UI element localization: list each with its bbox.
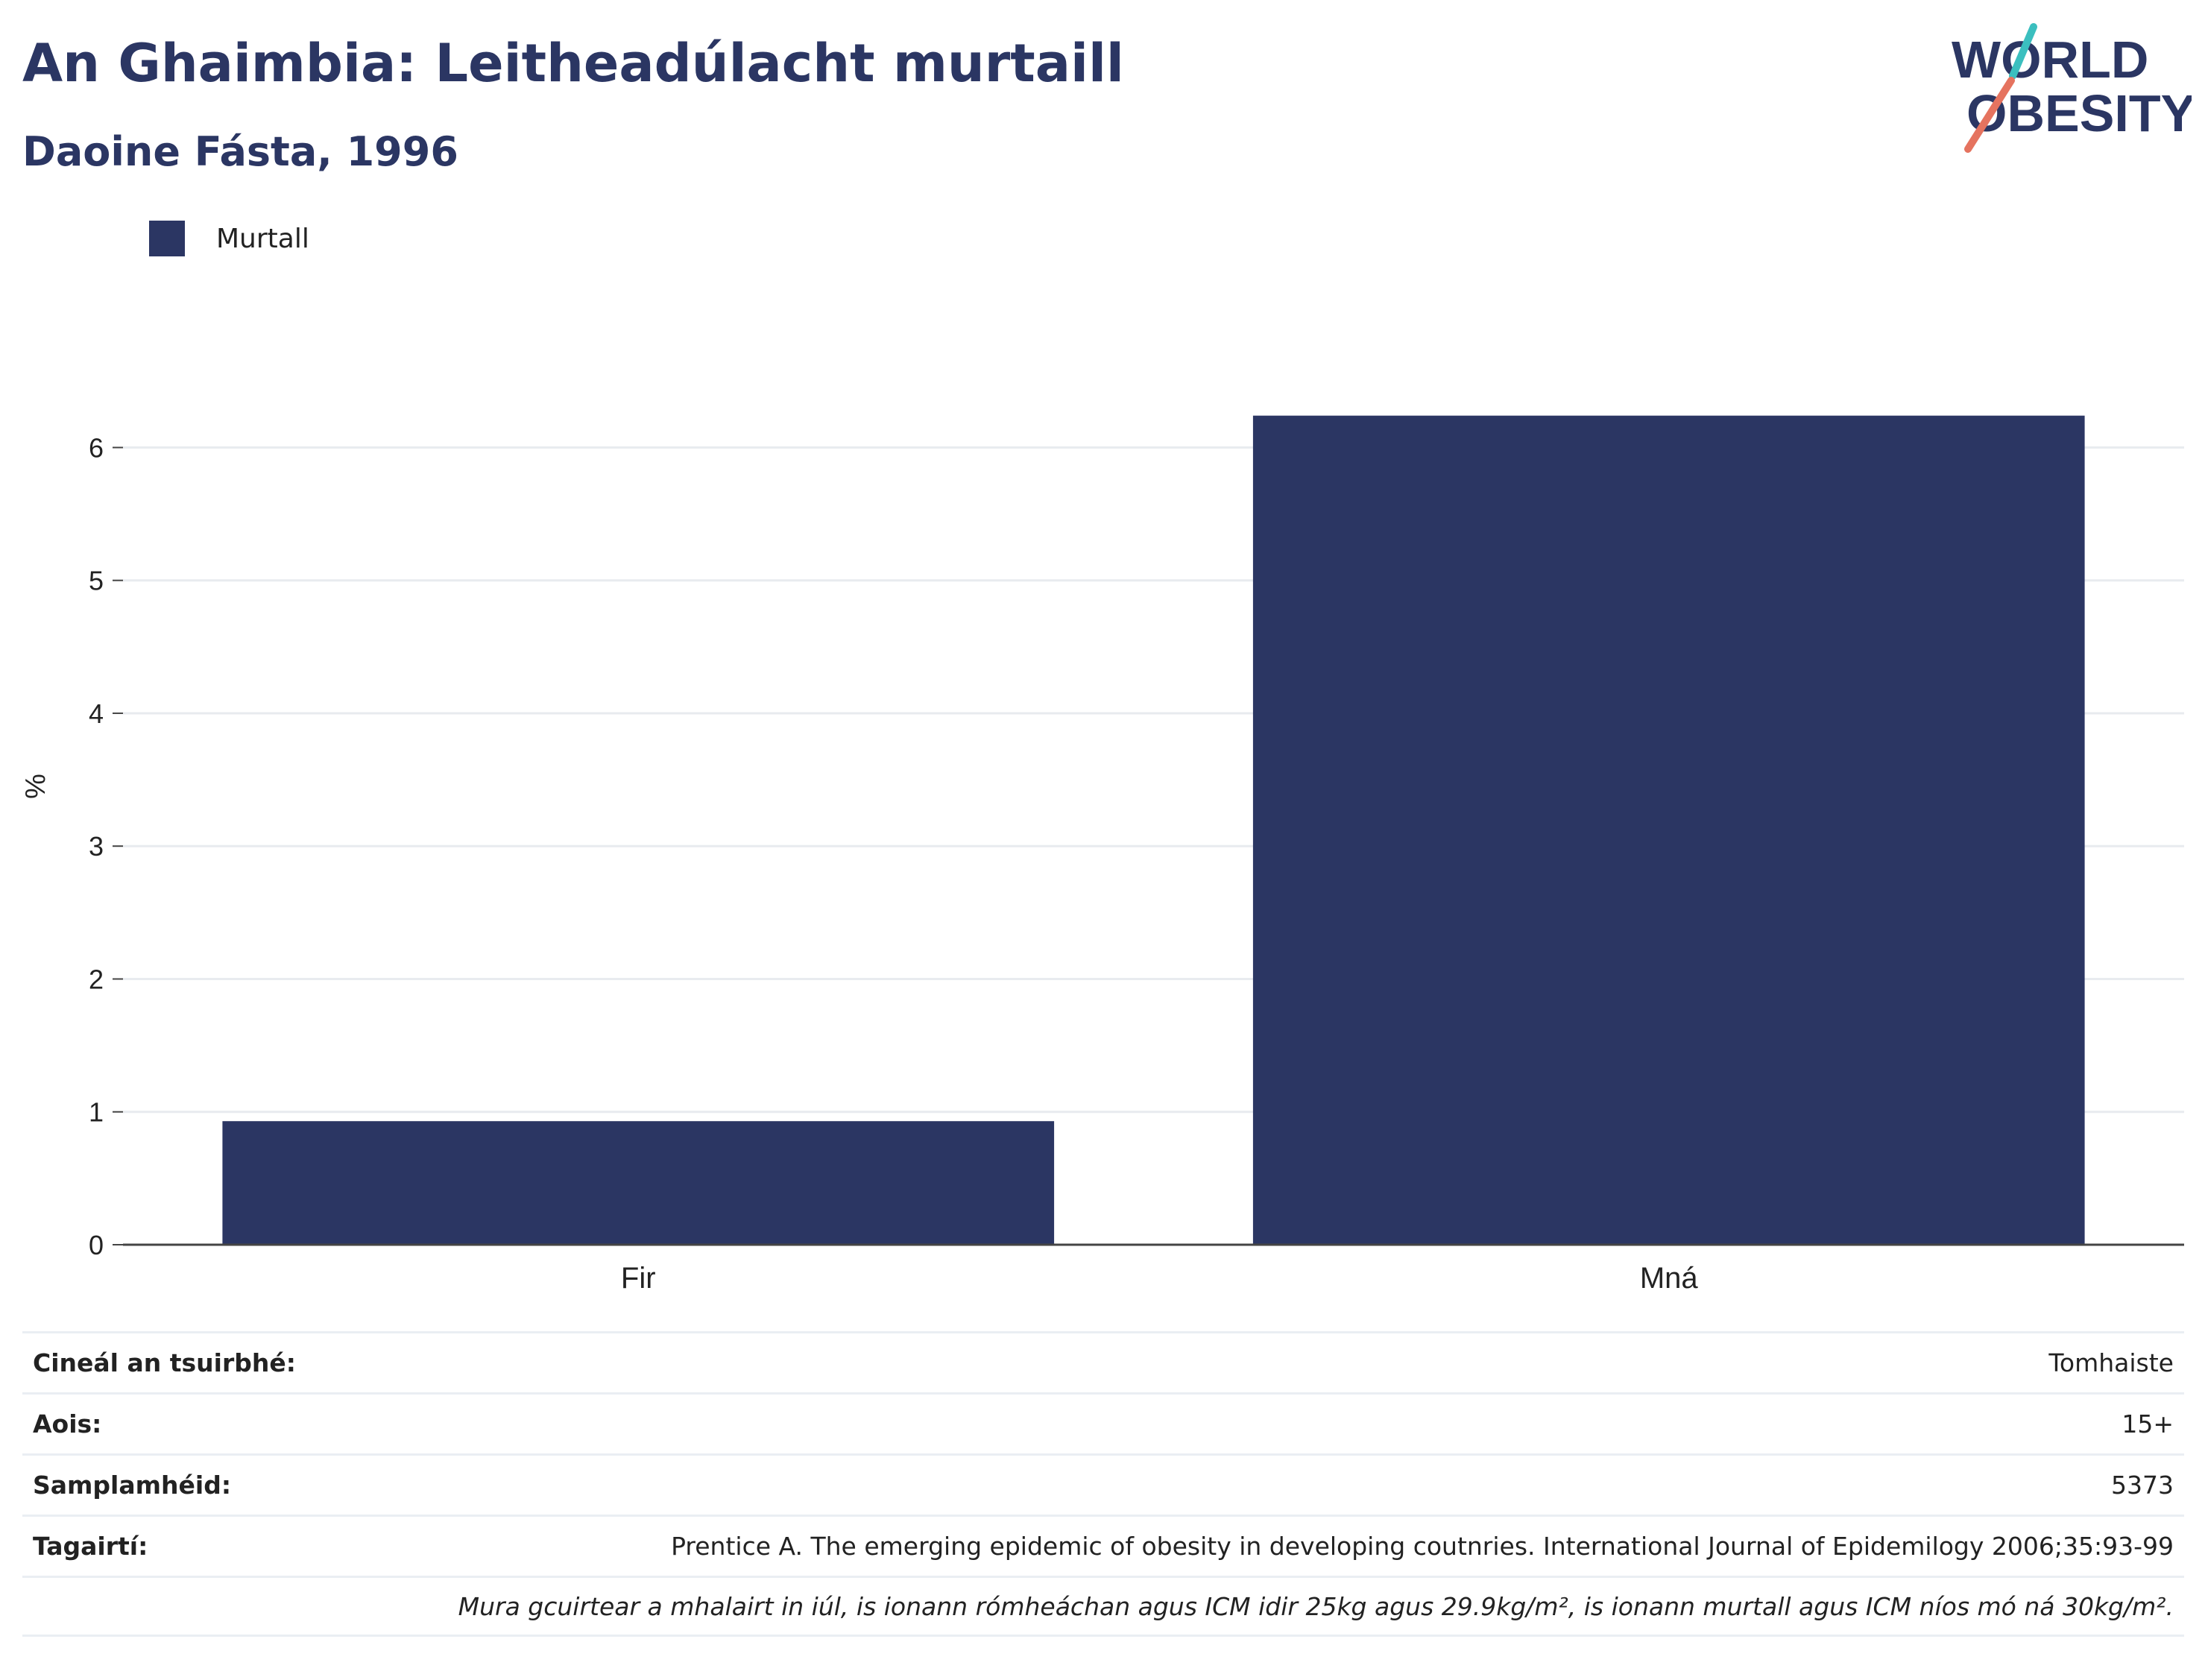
world-obesity-logo: WORLD OBESITY [1952, 23, 2192, 153]
y-tick-label-1: 1 [89, 1097, 104, 1128]
info-note: Mura gcuirtear a mhalairt in iúl, is ion… [458, 1591, 2174, 1621]
legend-swatch-murtall [149, 221, 185, 256]
logo-slash-top [2009, 23, 2037, 80]
info-value-survey-type: Tomhaiste [2048, 1348, 2174, 1377]
info-row-survey-type: Cineál an tsuirbhé: Tomhaiste [22, 1331, 2184, 1392]
legend-label-murtall: Murtall [216, 223, 309, 254]
y-tick-label-4: 4 [89, 698, 104, 729]
bar-Mná [1252, 415, 2085, 1245]
info-table: Cineál an tsuirbhé: Tomhaiste Aois: 15+ … [22, 1331, 2184, 1637]
y-axis-label: % [20, 774, 51, 799]
info-row-references: Tagairtí: Prentice A. The emerging epide… [22, 1515, 2184, 1576]
info-row-age: Aois: 15+ [22, 1392, 2184, 1453]
chart-legend: Murtall [149, 221, 309, 256]
info-label-references: Tagairtí: [33, 1532, 148, 1561]
info-value-references: Prentice A. The emerging epidemic of obe… [671, 1532, 2174, 1561]
bar-chart: 0 1 2 3 4 5 6 Fir Mná % [20, 415, 2184, 1295]
y-tick-label-5: 5 [89, 566, 104, 596]
info-label-age: Aois: [33, 1409, 102, 1439]
info-value-age: 15+ [2122, 1409, 2174, 1439]
chart-title: An Ghaimbia: Leitheadúlacht murtaill [22, 33, 1124, 94]
x-tick-label-Mná: Mná [1640, 1262, 1699, 1295]
chart-subtitle: Daoine Fásta, 1996 [22, 128, 458, 175]
axes: 0 1 2 3 4 5 6 Fir Mná [89, 432, 2184, 1295]
info-row-note: Mura gcuirtear a mhalairt in iúl, is ion… [22, 1576, 2184, 1637]
y-tick-label-6: 6 [89, 432, 104, 463]
y-tick-label-3: 3 [89, 831, 104, 862]
logo-slash-bottom [1964, 77, 2015, 153]
info-label-sample-size: Samplamhéid: [33, 1471, 232, 1500]
x-tick-label-Fir: Fir [621, 1262, 656, 1295]
info-row-sample-size: Samplamhéid: 5373 [22, 1453, 2184, 1515]
bars [222, 415, 2085, 1245]
info-value-sample-size: 5373 [2111, 1471, 2174, 1500]
y-tick-label-2: 2 [89, 964, 104, 994]
logo-line-world: WORLD [1952, 31, 2148, 89]
info-label-survey-type: Cineál an tsuirbhé: [33, 1348, 296, 1377]
y-tick-label-0: 0 [89, 1230, 104, 1260]
bar-Fir [222, 1121, 1055, 1245]
